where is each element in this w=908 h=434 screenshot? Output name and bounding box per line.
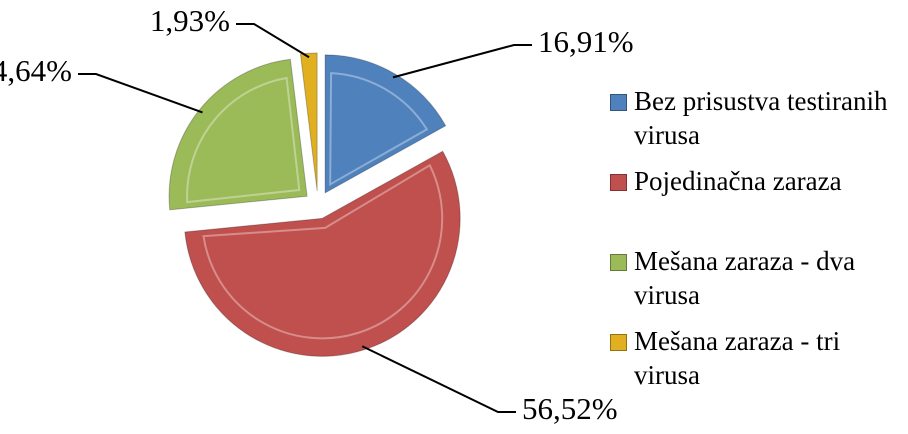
leader-line [361, 345, 516, 413]
legend-swatch [610, 254, 627, 271]
data-label: 1,93% [150, 3, 230, 38]
legend-label: Mešana zaraza - tri virusa [634, 326, 841, 390]
legend-item: Pojedinačna zaraza [608, 164, 898, 198]
legend-item: Mešana zaraza - tri virusa [608, 324, 898, 392]
legend-label: Pojedinačna zaraza [634, 166, 842, 196]
pie-slice [184, 150, 461, 357]
slice-bevel [202, 163, 444, 340]
legend-swatch [610, 94, 627, 111]
data-label: 24,64% [0, 53, 72, 88]
legend-item: Bez prisustva testiranih virusa [608, 84, 898, 152]
pie-slice [324, 54, 447, 194]
pie-slice [299, 52, 318, 192]
slice-bevel [329, 72, 429, 187]
leader-line [392, 44, 532, 79]
legend-item: Mešana zaraza - dva virusa [608, 244, 898, 312]
leader-line [78, 73, 203, 114]
pie-slice [168, 58, 308, 211]
slice-bevel [186, 76, 301, 204]
legend-swatch [610, 334, 627, 351]
data-label: 56,52% [522, 391, 618, 426]
leader-line [236, 23, 310, 59]
legend-label: Bez prisustva testiranih virusa [634, 86, 888, 150]
legend-swatch [610, 174, 627, 191]
data-label: 16,91% [538, 24, 634, 59]
legend-label: Mešana zaraza - dva virusa [634, 246, 856, 310]
